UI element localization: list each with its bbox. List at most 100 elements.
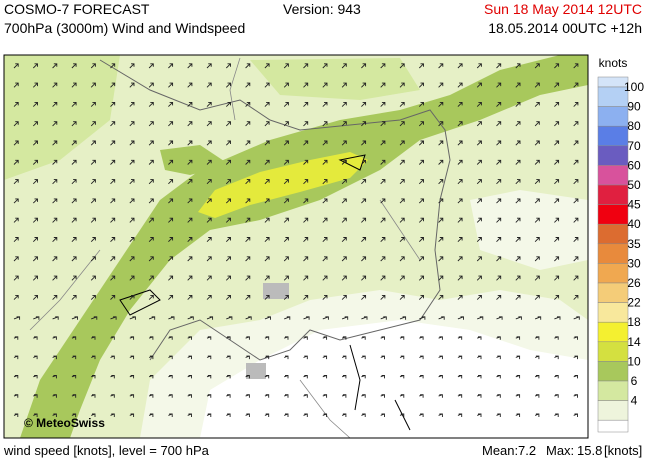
wind-arrow <box>322 275 328 281</box>
wind-arrow <box>187 140 193 146</box>
wind-arrow <box>399 275 405 281</box>
wind-arrow <box>52 316 59 320</box>
wind-arrow <box>168 394 173 398</box>
wind-arrow <box>129 413 135 417</box>
wind-arrow <box>554 355 559 360</box>
wind-arrow <box>515 336 521 340</box>
wind-arrow <box>206 217 212 223</box>
wind-arrow <box>225 140 231 146</box>
wind-arrow <box>399 198 405 204</box>
wind-arrow <box>322 63 328 69</box>
wind-arrow <box>515 159 521 165</box>
wind-arrow <box>515 294 521 300</box>
wind-arrow <box>303 275 309 281</box>
wind-arrow <box>168 217 174 223</box>
wind-arrow <box>52 394 57 398</box>
wind-arrow <box>534 121 540 127</box>
wind-arrow <box>534 336 540 340</box>
wind-arrow <box>534 159 540 165</box>
wind-arrow <box>418 275 424 281</box>
wind-arrow <box>341 256 347 262</box>
wind-arrow <box>573 336 578 340</box>
wind-arrow <box>380 316 387 320</box>
wind-arrow <box>206 294 212 300</box>
wind-arrow <box>496 121 502 127</box>
wind-arrow <box>90 101 96 107</box>
wind-arrow <box>187 336 192 340</box>
wind-arrow <box>148 159 154 165</box>
wind-arrow <box>341 355 347 360</box>
wind-arrow <box>52 82 58 88</box>
legend-box <box>597 106 629 127</box>
wind-arrow <box>225 179 231 185</box>
wind-arrow <box>419 336 424 340</box>
wind-arrow <box>418 159 424 165</box>
wind-arrow <box>71 101 77 107</box>
legend-label: 40 <box>627 217 641 231</box>
legend-label: 14 <box>627 335 641 349</box>
wind-arrow <box>457 179 463 185</box>
wind-arrow <box>148 256 154 262</box>
wind-arrow <box>496 256 502 262</box>
wind-arrow <box>13 159 19 165</box>
map-frame <box>3 54 589 439</box>
wind-arrow <box>496 394 501 398</box>
wind-arrow <box>361 198 367 204</box>
wind-arrow <box>322 256 328 262</box>
wind-arrow <box>13 101 19 107</box>
wind-arrow <box>33 336 38 340</box>
wind-arrow <box>148 413 154 417</box>
wind-arrow <box>573 179 579 185</box>
wind-arrow <box>187 374 192 379</box>
wind-arrow <box>361 336 366 340</box>
legend-label: 35 <box>627 237 641 251</box>
wind-arrow <box>554 336 559 340</box>
wind-arrow <box>91 394 96 398</box>
wind-arrow <box>52 355 57 360</box>
wind-arrow <box>226 316 233 320</box>
wind-arrow <box>399 294 405 300</box>
wind-arrow <box>419 413 424 417</box>
wind-arrow <box>303 63 309 69</box>
wind-arrow <box>245 198 251 204</box>
wind-arrow <box>341 198 347 204</box>
wind-arrow <box>399 101 405 107</box>
wind-arrow <box>534 237 540 243</box>
wind-arrow <box>457 217 463 223</box>
wind-arrow <box>283 275 289 281</box>
wind-arrow <box>148 101 154 107</box>
wind-arrow <box>110 413 115 417</box>
wind-arrow <box>264 275 270 281</box>
wind-arrow <box>148 237 154 243</box>
wind-arrow <box>168 159 174 165</box>
wind-arrow <box>32 82 38 88</box>
wind-arrow <box>148 294 154 300</box>
wind-arrow <box>361 101 367 107</box>
wind-arrow <box>515 275 521 281</box>
legend: 100 90 80 70 60 50 45 40 35 30 26 22 18 14 10 6 4 <box>597 76 644 433</box>
wind-arrow <box>13 256 19 262</box>
legend-box <box>597 204 629 225</box>
wind-arrow <box>90 63 96 69</box>
moderate-wind-area <box>250 58 420 100</box>
legend-box <box>597 125 629 147</box>
legend-label: 26 <box>627 276 641 290</box>
wind-arrow <box>457 394 463 398</box>
wind-arrow <box>148 121 154 127</box>
legend-box <box>597 243 629 264</box>
wind-arrow <box>90 140 96 146</box>
wind-arrow <box>245 355 250 360</box>
wind-arrow <box>206 198 212 204</box>
wind-arrow <box>554 294 560 300</box>
legend-box <box>597 223 629 245</box>
wind-arrow <box>110 275 116 281</box>
wind-arrow <box>418 217 424 223</box>
wind-core <box>198 152 368 218</box>
wind-arrow <box>496 198 502 204</box>
wind-arrow <box>32 256 38 262</box>
wind-arrow <box>419 316 426 320</box>
wind-arrow <box>438 159 444 165</box>
wind-arrow <box>245 275 251 281</box>
wind-arrow <box>477 413 482 417</box>
wind-arrow <box>52 275 58 281</box>
